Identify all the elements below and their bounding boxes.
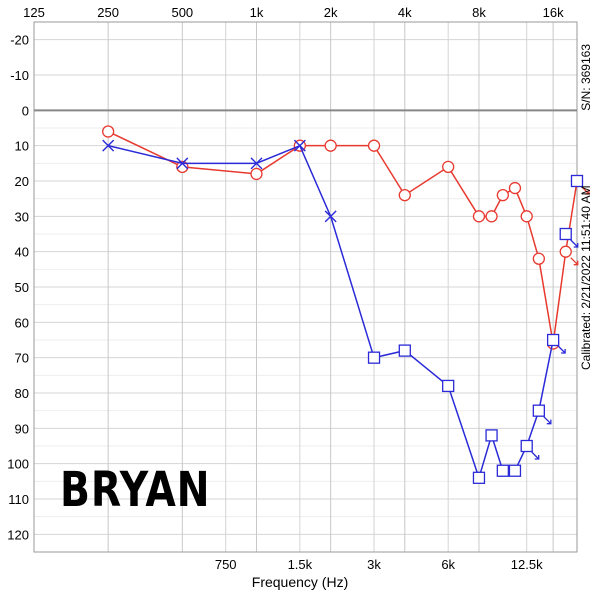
data-point-cross — [250, 157, 263, 170]
x-tick-label-bottom: 12.5k — [511, 557, 543, 572]
data-point-cross — [293, 139, 306, 152]
y-tick-label: 30 — [15, 209, 29, 224]
data-point-circle — [367, 139, 381, 152]
x-tick-label-top: 1k — [250, 5, 264, 20]
no-response-arrowhead — [561, 349, 566, 354]
data-point-circle — [496, 188, 509, 202]
no-response-arrowhead — [534, 455, 540, 460]
y-tick-label: 60 — [15, 315, 29, 330]
series-1 — [102, 125, 590, 350]
y-tick-label: 10 — [15, 139, 29, 154]
data-point-circle — [532, 252, 545, 265]
no-response-arrowhead — [546, 419, 552, 425]
y-tick-label: 80 — [15, 386, 29, 401]
y-tick-label: 110 — [8, 492, 29, 507]
data-point-square — [570, 174, 584, 188]
data-point-cross — [176, 157, 189, 170]
data-point-circle — [250, 167, 263, 181]
data-point-circle — [442, 160, 455, 174]
x-axis-label: Frequency (Hz) — [252, 574, 348, 590]
y-tick-label: 0 — [22, 103, 29, 118]
x-tick-label-top: 500 — [171, 5, 193, 20]
y-tick-label: 100 — [7, 457, 29, 472]
data-point-square — [532, 404, 545, 417]
data-point-square — [520, 439, 533, 453]
calibration-date: Calibrated: 2/21/2022 11:51:40 AM — [579, 185, 593, 370]
data-point-square — [496, 464, 509, 477]
y-tick-label: -20 — [10, 33, 29, 48]
data-point-circle — [485, 210, 498, 223]
no-response-arrow — [570, 257, 579, 266]
y-tick-label: 20 — [15, 174, 29, 189]
plot-border — [33, 21, 578, 553]
data-point-circle — [102, 125, 115, 138]
data-point-square — [559, 227, 572, 241]
y-tick-label: 120 — [7, 527, 29, 542]
grid — [33, 22, 577, 552]
data-point-circle — [559, 245, 572, 258]
data-point-circle — [398, 188, 411, 202]
data-point-circle — [176, 160, 189, 174]
data-point-cross — [324, 210, 337, 223]
data-point-cross — [102, 139, 115, 152]
y-tick-label: 40 — [15, 245, 29, 260]
x-tick-label-top: 125 — [23, 5, 45, 20]
y-tick-label: 50 — [15, 280, 29, 295]
x-tick-label-top: 2k — [324, 5, 338, 20]
x-tick-label-bottom: 6k — [441, 557, 455, 572]
data-point-square — [367, 351, 381, 364]
no-response-arrow — [543, 416, 552, 425]
no-response-arrow — [531, 451, 540, 460]
data-point-circle — [472, 210, 486, 223]
no-response-arrow — [570, 239, 579, 248]
data-point-circle — [508, 181, 522, 195]
y-tick-label: -10 — [10, 68, 29, 83]
axis-ticks: -20 -10 0 10 20 30 40 50 60 70 80 90 100 110 120 125 250… — [7, 5, 564, 572]
x-tick-label-top: 250 — [97, 5, 119, 20]
series-2 — [102, 139, 584, 484]
data-point-circle — [324, 139, 337, 152]
data-point-circle — [520, 210, 533, 223]
no-response-arrow — [581, 186, 590, 195]
no-response-arrow — [557, 345, 566, 354]
no-response-arrowhead — [585, 190, 590, 195]
x-tick-label-top: 16k — [543, 5, 564, 20]
x-tick-label-bottom: 1.5k — [288, 557, 313, 572]
data-point-square — [508, 464, 522, 477]
y-tick-label: 90 — [15, 421, 29, 436]
x-tick-label-top: 4k — [398, 5, 412, 20]
data-point-square — [546, 333, 560, 347]
data-point-square — [442, 379, 455, 393]
patient-name-label: BRYAN — [60, 462, 211, 518]
y-tick-label: 70 — [15, 351, 29, 366]
data-point-square — [485, 429, 498, 442]
serial-number: S/N: 369163 — [579, 44, 593, 111]
no-response-arrowhead — [573, 243, 579, 248]
data-point-square — [472, 471, 486, 484]
x-tick-label-top: 8k — [472, 5, 486, 20]
x-tick-label-bottom: 3k — [367, 557, 381, 572]
x-tick-label-bottom: 750 — [215, 557, 237, 572]
series-layer — [102, 125, 590, 484]
no-response-arrowhead — [573, 260, 579, 266]
data-point-square — [398, 344, 411, 357]
